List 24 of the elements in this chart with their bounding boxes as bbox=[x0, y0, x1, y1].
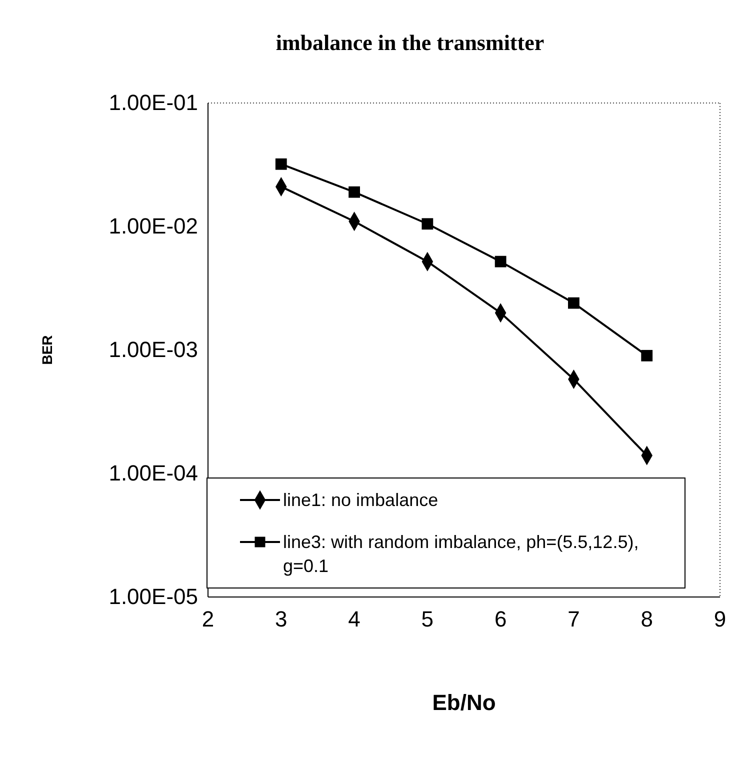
legend-label: line1: no imbalance bbox=[283, 490, 438, 510]
chart-title: imbalance in the transmitter bbox=[276, 30, 544, 55]
y-tick-label: 1.00E-03 bbox=[108, 337, 198, 362]
legend-label: line3: with random imbalance, ph=(5.5,12.5), g=0.1 bbox=[283, 532, 639, 576]
y-tick-label: 1.00E-04 bbox=[108, 460, 198, 486]
x-tick-label: 8 bbox=[640, 606, 653, 632]
y-tick-label: 1.00E-05 bbox=[108, 584, 198, 610]
point bbox=[568, 297, 580, 309]
x-tick-label: 9 bbox=[714, 606, 726, 632]
x-tick-label: 7 bbox=[568, 606, 580, 632]
point bbox=[641, 350, 653, 362]
y-tick-label: 1.00E-01 bbox=[108, 90, 198, 116]
x-tick-label: 4 bbox=[348, 606, 360, 632]
point bbox=[494, 256, 506, 268]
y-tick-label: 1.00E-02 bbox=[108, 214, 198, 239]
y-axis-title: BER bbox=[39, 335, 55, 365]
x-tick-label: 3 bbox=[275, 606, 288, 632]
point bbox=[422, 218, 434, 230]
point bbox=[348, 186, 360, 198]
point bbox=[275, 158, 287, 170]
x-tick-label: 6 bbox=[494, 606, 507, 632]
x-tick-label: 2 bbox=[202, 606, 214, 632]
x-tick-label: 5 bbox=[421, 606, 434, 632]
x-axis-title: Eb/No bbox=[432, 690, 496, 715]
